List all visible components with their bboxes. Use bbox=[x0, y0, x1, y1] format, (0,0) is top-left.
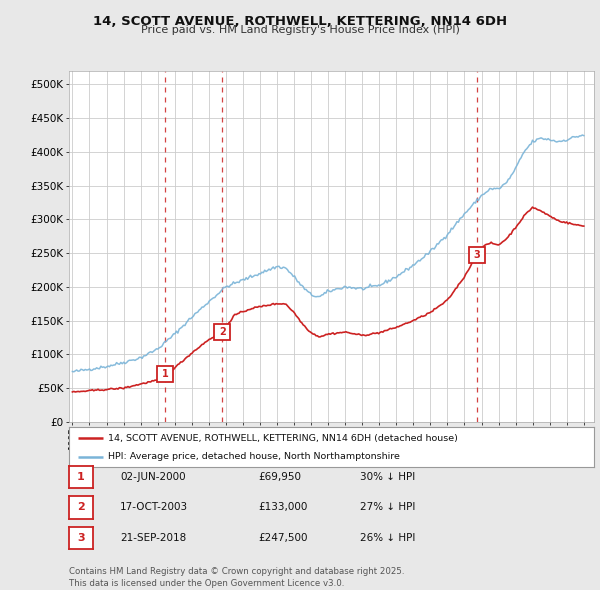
Text: £69,950: £69,950 bbox=[258, 472, 301, 481]
Text: HPI: Average price, detached house, North Northamptonshire: HPI: Average price, detached house, Nort… bbox=[109, 453, 400, 461]
Text: 3: 3 bbox=[77, 533, 85, 543]
Text: 27% ↓ HPI: 27% ↓ HPI bbox=[360, 503, 415, 512]
Text: 21-SEP-2018: 21-SEP-2018 bbox=[120, 533, 186, 543]
Text: Contains HM Land Registry data © Crown copyright and database right 2025.
This d: Contains HM Land Registry data © Crown c… bbox=[69, 568, 404, 588]
Text: £247,500: £247,500 bbox=[258, 533, 308, 543]
Text: 3: 3 bbox=[473, 250, 480, 260]
Text: 2: 2 bbox=[219, 327, 226, 337]
Text: 26% ↓ HPI: 26% ↓ HPI bbox=[360, 533, 415, 543]
Text: 1: 1 bbox=[77, 472, 85, 481]
Text: 1: 1 bbox=[162, 369, 169, 379]
Text: 02-JUN-2000: 02-JUN-2000 bbox=[120, 472, 185, 481]
Text: 30% ↓ HPI: 30% ↓ HPI bbox=[360, 472, 415, 481]
Text: 14, SCOTT AVENUE, ROTHWELL, KETTERING, NN14 6DH: 14, SCOTT AVENUE, ROTHWELL, KETTERING, N… bbox=[93, 15, 507, 28]
Text: 2: 2 bbox=[77, 503, 85, 512]
Text: Price paid vs. HM Land Registry's House Price Index (HPI): Price paid vs. HM Land Registry's House … bbox=[140, 25, 460, 35]
Text: £133,000: £133,000 bbox=[258, 503, 307, 512]
Text: 17-OCT-2003: 17-OCT-2003 bbox=[120, 503, 188, 512]
Text: 14, SCOTT AVENUE, ROTHWELL, KETTERING, NN14 6DH (detached house): 14, SCOTT AVENUE, ROTHWELL, KETTERING, N… bbox=[109, 434, 458, 443]
